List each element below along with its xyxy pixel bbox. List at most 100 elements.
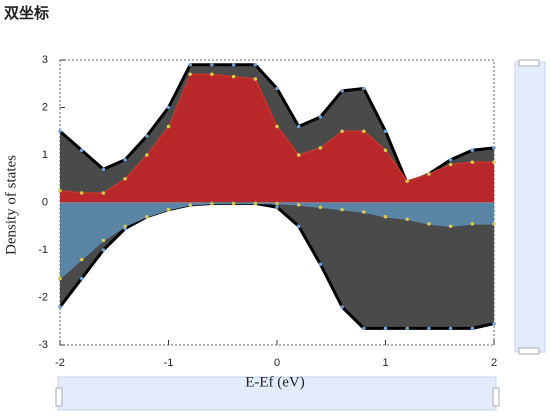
area xyxy=(60,202,494,329)
point xyxy=(145,153,149,157)
point xyxy=(362,210,366,214)
point xyxy=(383,129,388,134)
point xyxy=(296,203,301,207)
point xyxy=(318,262,323,267)
point xyxy=(405,217,410,221)
x-tick-label: 1 xyxy=(382,357,388,369)
point xyxy=(448,326,453,331)
point xyxy=(448,224,453,229)
point xyxy=(166,124,171,129)
point xyxy=(296,153,301,157)
point xyxy=(188,72,192,77)
point xyxy=(492,321,496,326)
x-axis-label: E-Ef (eV) xyxy=(245,374,305,390)
point xyxy=(340,89,344,93)
point xyxy=(79,191,84,195)
y-zoom-slider[interactable] xyxy=(514,61,546,353)
point xyxy=(470,160,475,164)
point xyxy=(123,224,127,229)
point xyxy=(101,248,106,252)
point xyxy=(58,276,62,281)
point xyxy=(253,201,258,206)
point xyxy=(383,214,388,219)
point xyxy=(101,167,106,172)
point xyxy=(318,205,323,210)
point xyxy=(492,222,496,226)
point xyxy=(492,160,496,164)
x-zoom-slider[interactable] xyxy=(57,376,497,411)
y-axis-label: Density of states xyxy=(3,155,19,255)
area xyxy=(60,74,494,203)
point xyxy=(405,179,410,183)
point xyxy=(231,74,236,79)
point xyxy=(448,162,453,167)
slider-handle[interactable] xyxy=(55,387,63,407)
point xyxy=(188,62,192,67)
point xyxy=(58,129,62,134)
y-tick-label: -1 xyxy=(38,244,48,256)
point xyxy=(470,148,475,153)
point xyxy=(210,72,214,77)
point xyxy=(427,172,431,176)
point xyxy=(470,326,475,331)
point xyxy=(362,326,366,331)
point xyxy=(427,222,431,226)
point xyxy=(340,207,344,212)
point xyxy=(166,105,171,110)
slider-handle[interactable] xyxy=(492,387,500,407)
point xyxy=(275,124,279,129)
point xyxy=(405,326,410,331)
y-tick-label: 3 xyxy=(42,54,48,66)
chart-title: 双坐标 xyxy=(4,4,49,22)
point xyxy=(101,191,106,195)
point xyxy=(145,214,149,219)
point xyxy=(383,148,388,153)
point xyxy=(58,305,62,309)
x-tick-label: 0 xyxy=(274,357,280,369)
point xyxy=(79,257,84,262)
point xyxy=(231,62,236,67)
point xyxy=(275,205,279,210)
y-tick-label: -3 xyxy=(38,339,48,351)
point xyxy=(362,86,366,91)
slider-handle[interactable] xyxy=(518,59,540,67)
point xyxy=(210,62,214,67)
point xyxy=(275,86,279,91)
point xyxy=(79,148,84,153)
point xyxy=(340,305,344,309)
point xyxy=(79,276,84,281)
slider-handle[interactable] xyxy=(518,347,540,355)
y-tick-label: -2 xyxy=(38,291,48,303)
point xyxy=(448,157,453,162)
point xyxy=(318,115,323,119)
point xyxy=(253,62,258,67)
area xyxy=(60,202,494,279)
point xyxy=(101,238,106,243)
x-tick-label: -1 xyxy=(164,357,174,369)
point xyxy=(188,203,192,207)
point xyxy=(58,188,62,193)
point xyxy=(296,224,301,229)
point xyxy=(123,157,127,162)
y-tick-label: 2 xyxy=(42,101,48,113)
point xyxy=(253,77,258,81)
point xyxy=(383,326,388,331)
point xyxy=(340,129,344,134)
x-tick-label: -2 xyxy=(55,357,65,369)
point xyxy=(275,201,279,206)
y-tick-label: 0 xyxy=(42,196,48,208)
point xyxy=(470,222,475,226)
point xyxy=(231,201,236,206)
point xyxy=(210,201,214,206)
y-tick-label: 1 xyxy=(42,149,48,161)
point xyxy=(427,326,431,331)
point xyxy=(166,207,171,212)
point xyxy=(145,134,149,138)
point xyxy=(296,124,301,129)
point xyxy=(362,129,366,134)
x-tick-label: 2 xyxy=(491,357,497,369)
point xyxy=(123,176,127,181)
point xyxy=(492,146,496,150)
point xyxy=(318,146,323,150)
